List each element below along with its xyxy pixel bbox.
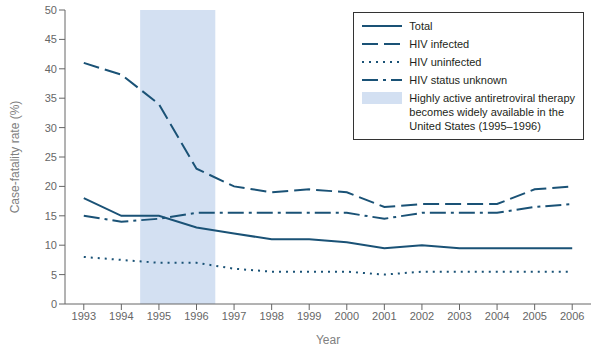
svg-text:35: 35 [45, 92, 57, 104]
svg-text:2002: 2002 [410, 310, 434, 322]
svg-text:45: 45 [45, 33, 57, 45]
svg-text:2006: 2006 [560, 310, 584, 322]
html-text:HIV uninfected: HIV uninfected [409, 56, 482, 68]
svg-text:40: 40 [45, 63, 57, 75]
svg-text:2003: 2003 [447, 310, 471, 322]
svg-text:2001: 2001 [372, 310, 396, 322]
svg-text:Case-fatality rate (%): Case-fatality rate (%) [8, 101, 22, 214]
svg-text:1997: 1997 [222, 310, 246, 322]
svg-text:Year: Year [316, 333, 340, 347]
svg-text:1999: 1999 [297, 310, 321, 322]
svg-text:10: 10 [45, 239, 57, 251]
html-text:HIV status unknown: HIV status unknown [409, 74, 508, 86]
svg-text:1993: 1993 [72, 310, 96, 322]
svg-text:5: 5 [51, 269, 57, 281]
svg-text:1994: 1994 [109, 310, 133, 322]
svg-text:1996: 1996 [184, 310, 208, 322]
svg-text:2000: 2000 [335, 310, 359, 322]
html-text:Total: Total [409, 20, 433, 32]
html-text:HIV infected: HIV infected [409, 38, 470, 50]
svg-text:15: 15 [45, 210, 57, 222]
svg-text:1995: 1995 [147, 310, 171, 322]
svg-text:2005: 2005 [522, 310, 546, 322]
html-text:Highly active antiretroviral t: Highly active antiretroviral therapy bec… [409, 92, 575, 132]
svg-text:25: 25 [45, 151, 57, 163]
svg-text:20: 20 [45, 180, 57, 192]
svg-text:2004: 2004 [485, 310, 509, 322]
svg-text:30: 30 [45, 122, 57, 134]
svg-text:50: 50 [45, 4, 57, 16]
svg-text:0: 0 [51, 298, 57, 310]
svg-text:1998: 1998 [259, 310, 283, 322]
